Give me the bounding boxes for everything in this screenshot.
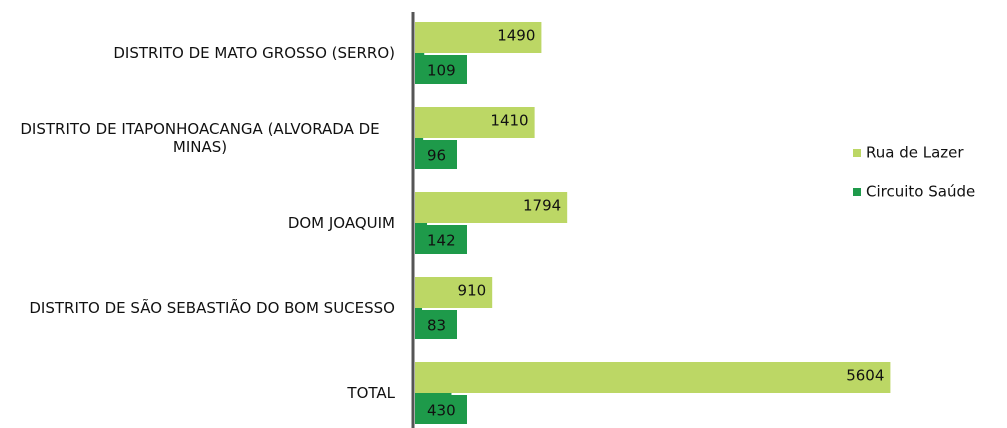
data-label: 430 (427, 402, 456, 420)
data-label-box (421, 140, 457, 169)
legend-swatch (853, 188, 861, 196)
data-label-box (421, 55, 467, 84)
data-label-box (421, 225, 467, 254)
category-text: DISTRITO DE MATO GROSSO (SERRO) (113, 44, 395, 62)
data-label: 109 (427, 62, 456, 80)
bar (415, 53, 425, 84)
data-label: 910 (458, 282, 487, 300)
bar (415, 138, 424, 169)
category-label: TOTAL (0, 362, 395, 424)
data-label: 1794 (523, 197, 561, 215)
category-text: DISTRITO DE ITAPONHOACANGA (ALVORADA DE … (20, 120, 380, 156)
category-text: TOTAL (347, 384, 395, 402)
category-label: DISTRITO DE MATO GROSSO (SERRO) (0, 22, 395, 84)
category-text: DISTRITO DE SÃO SEBASTIÃO DO BOM SUCESSO (29, 299, 395, 317)
data-label: 83 (427, 317, 446, 335)
data-label: 142 (427, 232, 456, 250)
data-label-box (421, 395, 467, 424)
bar (415, 107, 535, 138)
data-label: 1410 (490, 112, 528, 130)
category-label: DISTRITO DE SÃO SEBASTIÃO DO BOM SUCESSO (0, 277, 395, 339)
legend-swatch (853, 149, 861, 157)
category-label: DISTRITO DE ITAPONHOACANGA (ALVORADA DE … (0, 107, 395, 169)
bar (415, 308, 423, 339)
data-label-box (421, 310, 457, 339)
bar (415, 22, 542, 53)
legend-label: Rua de Lazer (866, 144, 964, 162)
bar (415, 192, 568, 223)
data-label: 5604 (846, 367, 884, 385)
bar (415, 362, 891, 393)
bar (415, 277, 493, 308)
category-label: DOM JOAQUIM (0, 192, 395, 254)
data-label: 1490 (497, 27, 535, 45)
category-text: DOM JOAQUIM (287, 214, 395, 232)
data-label: 96 (427, 147, 446, 165)
legend-label: Circuito Saúde (866, 183, 975, 201)
